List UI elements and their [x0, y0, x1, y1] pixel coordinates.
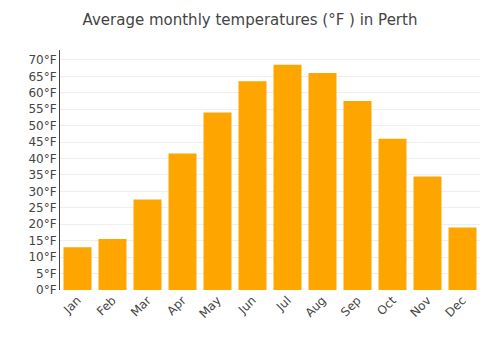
svg-text:Mar: Mar: [128, 293, 154, 319]
svg-text:60°F: 60°F: [28, 86, 56, 100]
svg-text:25°F: 25°F: [28, 201, 56, 215]
svg-text:0°F: 0°F: [36, 283, 57, 297]
svg-text:Feb: Feb: [94, 293, 119, 318]
svg-text:Aug: Aug: [302, 293, 328, 319]
svg-text:70°F: 70°F: [28, 53, 56, 67]
svg-text:May: May: [196, 293, 223, 320]
svg-text:15°F: 15°F: [28, 234, 56, 248]
svg-text:Jan: Jan: [60, 293, 84, 317]
svg-text:Dec: Dec: [443, 293, 469, 319]
svg-text:Jul: Jul: [273, 293, 294, 314]
svg-text:35°F: 35°F: [28, 168, 56, 182]
svg-text:65°F: 65°F: [28, 70, 56, 84]
svg-text:Nov: Nov: [407, 293, 433, 319]
svg-text:10°F: 10°F: [28, 250, 56, 264]
svg-text:20°F: 20°F: [28, 217, 56, 231]
svg-text:30°F: 30°F: [28, 185, 56, 199]
svg-text:Sep: Sep: [338, 293, 364, 319]
svg-text:5°F: 5°F: [36, 267, 57, 281]
svg-text:Average monthly temperatures (: Average monthly temperatures (°F ) in Pe…: [83, 11, 418, 29]
svg-text:Jun: Jun: [235, 293, 259, 317]
svg-text:Apr: Apr: [164, 293, 189, 318]
svg-text:55°F: 55°F: [28, 102, 56, 116]
svg-text:40°F: 40°F: [28, 152, 56, 166]
svg-text:45°F: 45°F: [28, 135, 56, 149]
svg-text:50°F: 50°F: [28, 119, 56, 133]
svg-text:Oct: Oct: [374, 293, 399, 318]
